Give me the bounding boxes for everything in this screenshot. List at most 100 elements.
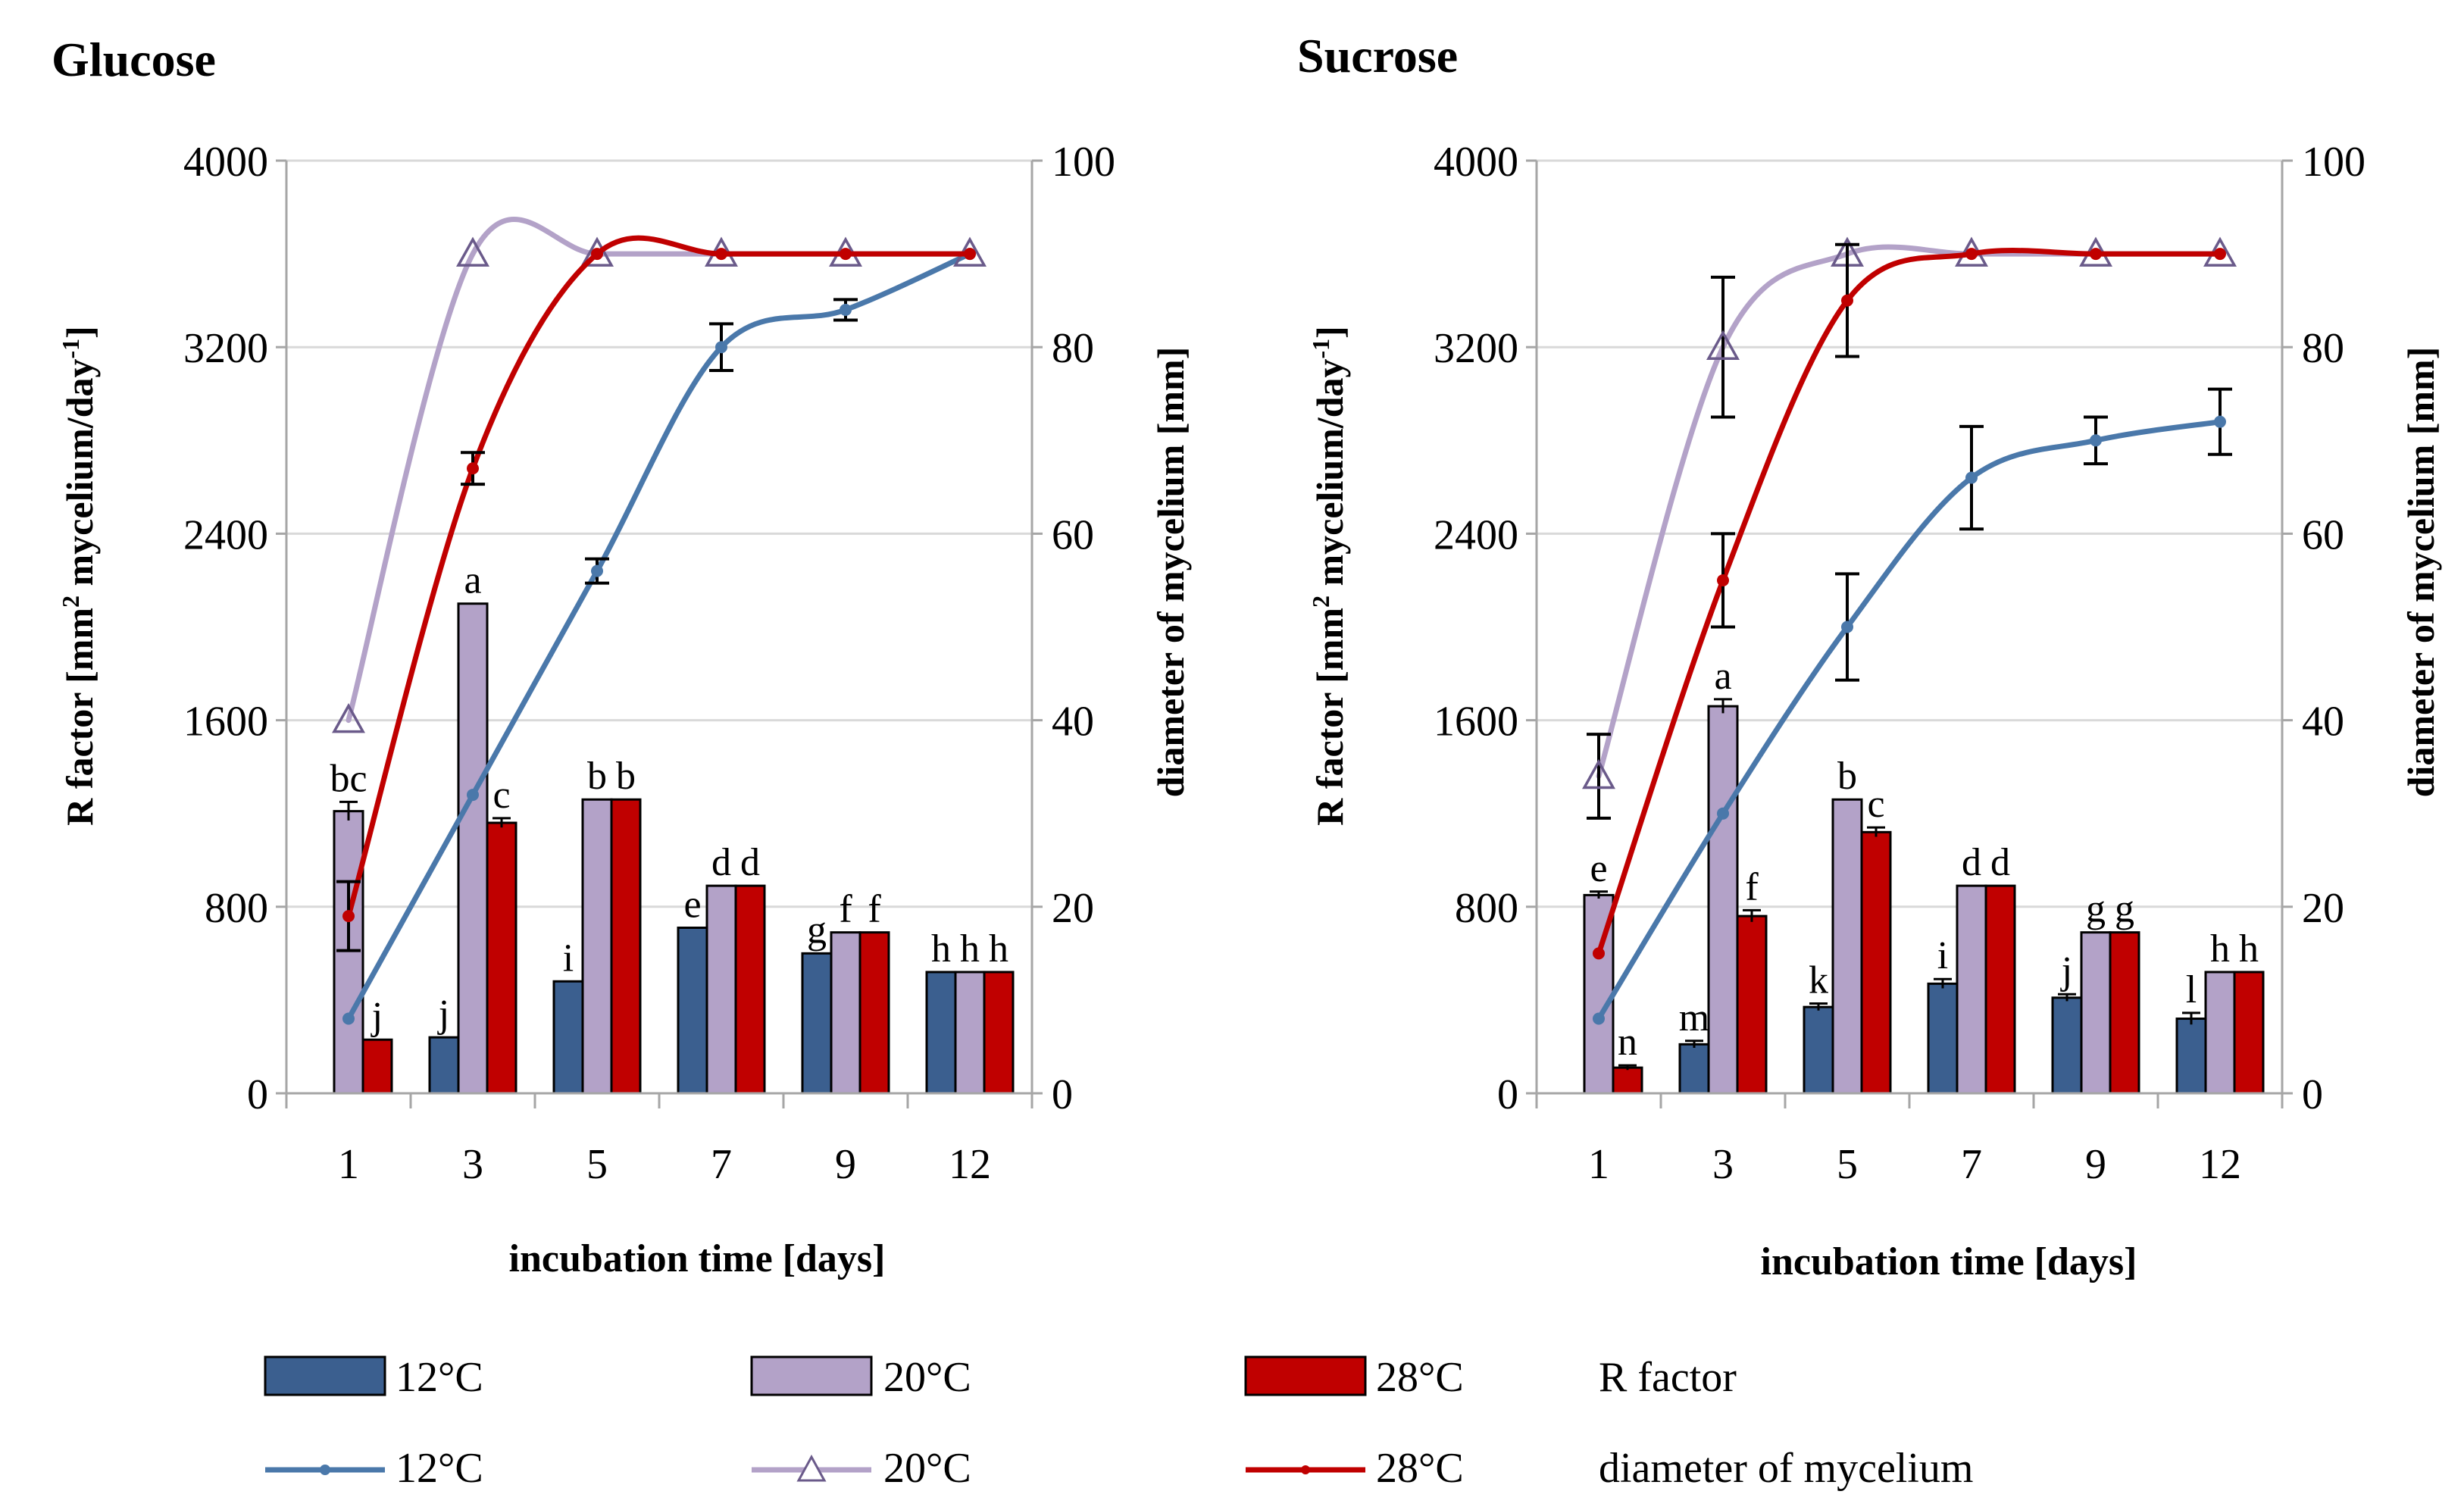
bar [2080, 931, 2112, 1095]
bar [858, 931, 890, 1095]
y-tick-label-left: 0 [247, 1071, 268, 1118]
bar [1803, 1005, 1834, 1095]
significance-letter: j [371, 995, 383, 1038]
line-marker [467, 462, 479, 475]
y-axis-label-right: diameter of mycelium [mm] [2400, 347, 2442, 798]
y-tick-label-left: 4000 [183, 139, 268, 186]
significance-letter: j [437, 993, 449, 1036]
legend-group-bars: R factor [1599, 1354, 1737, 1401]
bar [925, 971, 957, 1095]
y-tick-label-right: 20 [2302, 885, 2344, 932]
line-marker [840, 248, 852, 261]
y-axis-label-left: R factor [mm2 mycelium/day-1] [1307, 326, 1351, 826]
line-marker [1965, 471, 1978, 484]
line-marker [2090, 248, 2102, 261]
y-axis-label-left: R factor [mm2 mycelium/day-1] [57, 326, 101, 826]
y-tick-label-right: 60 [2302, 511, 2344, 558]
y-tick-label-right: 40 [1052, 699, 1094, 746]
y-tick-label-right: 100 [2302, 139, 2366, 186]
significance-letter: f [868, 888, 881, 931]
bar [677, 926, 708, 1095]
significance-letter: j [2060, 949, 2072, 993]
legend-marker-line-28 [1301, 1465, 1310, 1474]
x-tick-label: 12 [2199, 1141, 2241, 1188]
y-tick-label-left: 2400 [183, 511, 268, 558]
bar [1736, 914, 1768, 1095]
line-marker [456, 236, 489, 267]
legend-group-lines: diameter of mycelium [1599, 1445, 1973, 1492]
line-marker [591, 248, 603, 261]
line-marker [1706, 330, 1740, 360]
y-tick-label-left: 800 [205, 885, 268, 932]
legend-swatch-bar-28 [1244, 1355, 1367, 1396]
significance-letter: h [989, 927, 1008, 971]
significance-letter: d [1962, 841, 1981, 884]
axes: 0 800 1600 2400 3200 4000 0 20 40 60 80 100 1 3 5 7 9 12 [1434, 139, 2366, 1188]
y-tick-label-right: 0 [1052, 1071, 1073, 1118]
series-line [1596, 248, 2223, 956]
significance-letter: a [464, 559, 481, 602]
line-marker [1717, 807, 1729, 820]
x-tick-label: 12 [949, 1141, 991, 1188]
chart-title: Glucose [52, 33, 216, 86]
line-marker [1593, 1012, 1605, 1025]
x-tick-label: 7 [1961, 1141, 1982, 1188]
significance-letter: bc [330, 757, 367, 800]
line-marker [467, 789, 479, 802]
significance-letter: g [2115, 888, 2134, 931]
bar [1927, 982, 1959, 1095]
significance-letter: d [711, 841, 731, 884]
sucrose-chart: Sucrose 0 800 1600 2400 3200 4000 0 20 40 60 80 100… [1297, 29, 2442, 1283]
x-axis-label: incubation time [days] [509, 1237, 886, 1280]
glucose-chart: Glucose 0 800 1600 2400 3200 4000 0 20 40 60 80 100… [52, 33, 1192, 1280]
x-tick-label: 1 [338, 1141, 359, 1188]
legend-label-bar-28: 28°C [1376, 1354, 1464, 1401]
legend-marker-line-20 [796, 1454, 827, 1482]
significance-letters: m k i j l e a b d g h n f c d g h [1590, 655, 2259, 1064]
bar [705, 884, 737, 1095]
y-axis-label-right: diameter of mycelium [mm] [1149, 347, 1192, 798]
x-tick-label: 5 [586, 1141, 608, 1188]
lines [332, 217, 987, 1025]
bar [486, 821, 518, 1095]
significance-letter: d [1990, 841, 2010, 884]
line-marker [2214, 415, 2226, 428]
bar [2051, 996, 2083, 1095]
significance-letter: b [616, 755, 636, 798]
significance-letter: g [807, 908, 827, 952]
significance-letter: i [563, 936, 574, 980]
legend-swatch-bar-12 [264, 1355, 386, 1396]
significance-letter: k [1809, 959, 1828, 1002]
legend-label-line-28: 28°C [1376, 1445, 1464, 1492]
bar [361, 1038, 393, 1095]
significance-letter: n [1618, 1021, 1637, 1064]
significance-letter: h [960, 927, 980, 971]
line-marker [342, 1012, 355, 1025]
bars [1583, 698, 2265, 1095]
bars [333, 602, 1015, 1095]
bar [801, 952, 833, 1095]
gridlines [286, 159, 1032, 908]
y-tick-label-right: 40 [2302, 699, 2344, 746]
bar [428, 1036, 460, 1095]
bar [2204, 971, 2236, 1095]
y-tick-label-right: 100 [1052, 139, 1115, 186]
significance-letter: g [2086, 888, 2106, 931]
line-marker [1965, 248, 1978, 261]
x-tick-label: 9 [2085, 1141, 2106, 1188]
significance-letter: i [1937, 934, 1948, 977]
lines [1582, 236, 2237, 1025]
y-tick-label-left: 0 [1497, 1071, 1518, 1118]
legend-label-line-20: 20°C [883, 1445, 971, 1492]
significance-letter: h [931, 927, 951, 971]
significance-letter: l [2186, 968, 2197, 1011]
significance-letter: a [1714, 655, 1731, 698]
chart-title: Sucrose [1297, 29, 1458, 83]
significance-letter: m [1679, 996, 1709, 1039]
x-tick-label: 5 [1837, 1141, 1858, 1188]
line-marker [1841, 621, 1853, 633]
y-tick-label-right: 80 [2302, 325, 2344, 372]
significance-letters: j i e g h bc a b d f h j c b d f h [330, 559, 1008, 1038]
significance-letter: h [2210, 927, 2230, 971]
